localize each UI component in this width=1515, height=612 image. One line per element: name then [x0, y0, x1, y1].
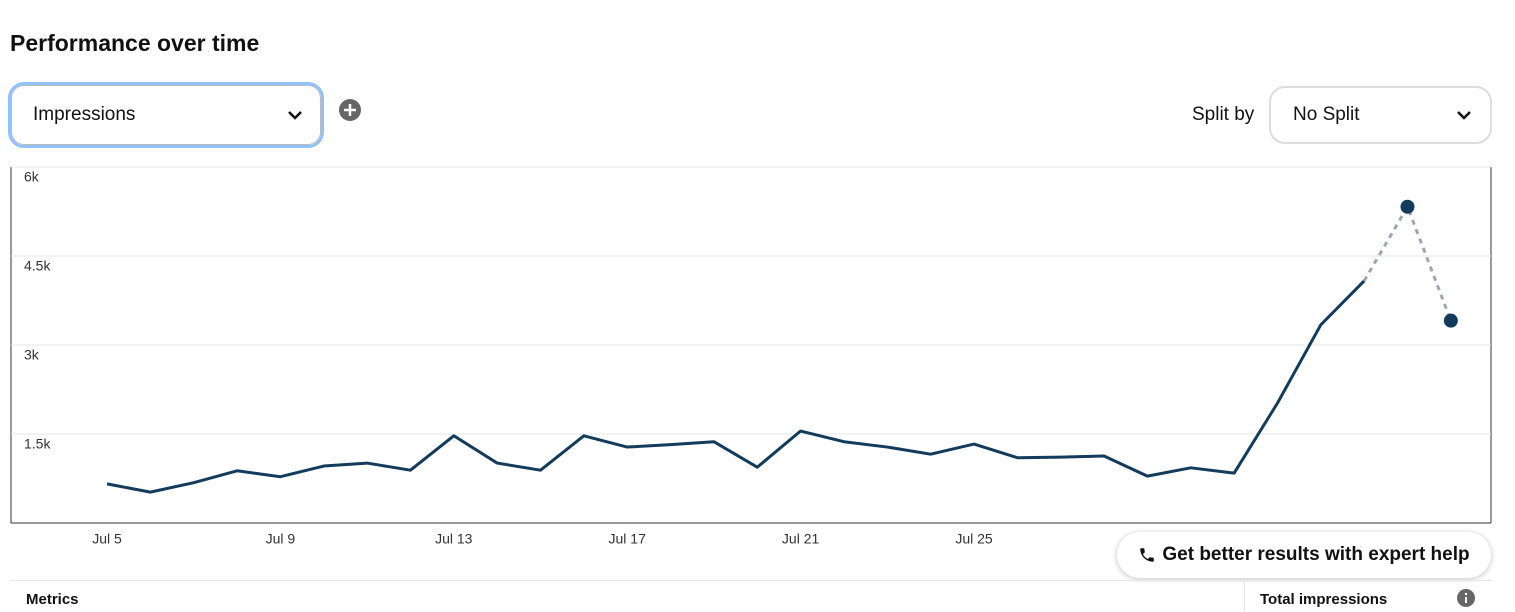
column-header: Metrics [26, 591, 79, 608]
x-tick-label: Jul 13 [435, 531, 473, 547]
column-header: Total impressions [1260, 591, 1388, 608]
button-label: Get better results with expert help [1162, 544, 1470, 565]
split-dropdown[interactable]: No Split [1269, 86, 1492, 144]
line-actual [106, 279, 1366, 494]
section-title: Performance over time [10, 30, 260, 56]
split-label: Split by [1192, 104, 1255, 125]
x-tick-label: Jul 21 [782, 531, 820, 547]
line-estimated [1362, 203, 1453, 322]
y-tick-label: 3k [24, 347, 40, 363]
y-tick-label: 6k [24, 169, 40, 185]
metric-dropdown[interactable]: Impressions [8, 82, 324, 148]
table-header: Metrics Total impressions [10, 580, 1492, 612]
y-tick-label: 4.5k [24, 258, 51, 274]
x-tick-label: Jul 9 [266, 531, 296, 547]
data-point [1443, 313, 1458, 328]
y-tick-label: 1.5k [24, 436, 51, 452]
info-icon[interactable] [1457, 589, 1475, 607]
expert-help-button[interactable]: Get better results with expert help [1117, 532, 1491, 578]
x-tick-label: Jul 17 [609, 531, 647, 547]
dropdown-value: No Split [1293, 104, 1360, 125]
add-metric-button[interactable] [338, 98, 362, 122]
chevron [1457, 111, 1471, 120]
divider [1244, 581, 1245, 612]
x-tick-label: Jul 25 [955, 531, 993, 547]
dropdown-value: Impressions [33, 104, 136, 125]
chart: 1.5k 3k 4.5k 6k Jul 5 Jul 9 Jul 13 Jul 17 Jul 21… [10, 166, 1492, 547]
chevron [288, 111, 302, 120]
x-tick-label: Jul 5 [92, 531, 122, 547]
data-point [1400, 199, 1415, 214]
phone-icon [1140, 548, 1155, 562]
